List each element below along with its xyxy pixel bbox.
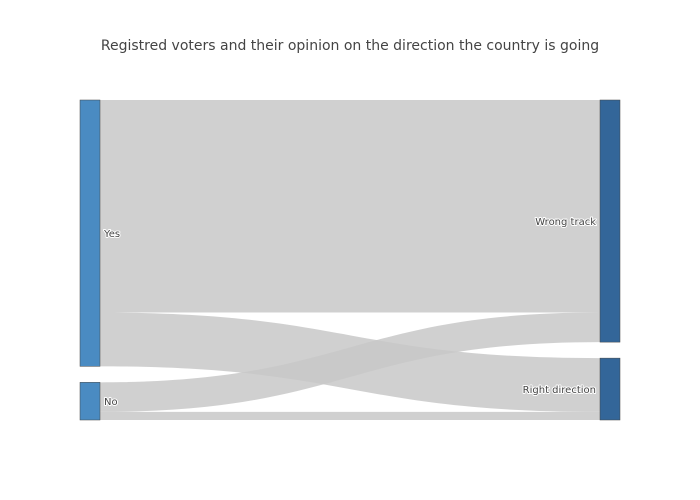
link-no-to-wrong[interactable]	[100, 312, 600, 412]
label-layer: Yes No Wrong track Right direction	[102, 216, 597, 409]
node-wrong[interactable]	[599, 99, 621, 343]
node-yes[interactable]	[79, 99, 101, 367]
node-label-wrong: Wrong track	[535, 217, 596, 228]
node-label-right: Right direction	[523, 385, 596, 396]
chart-title: Registred voters and their opinion on th…	[101, 38, 599, 54]
node-label-yes: Yes	[103, 229, 120, 240]
link-layer	[100, 100, 600, 420]
link-yes-to-wrong[interactable]	[100, 100, 600, 313]
node-right[interactable]	[599, 357, 621, 421]
link-no-to-right[interactable]	[100, 411, 600, 420]
node-label-no: No	[104, 397, 118, 408]
node-no[interactable]	[79, 382, 101, 421]
node-layer	[79, 99, 621, 421]
